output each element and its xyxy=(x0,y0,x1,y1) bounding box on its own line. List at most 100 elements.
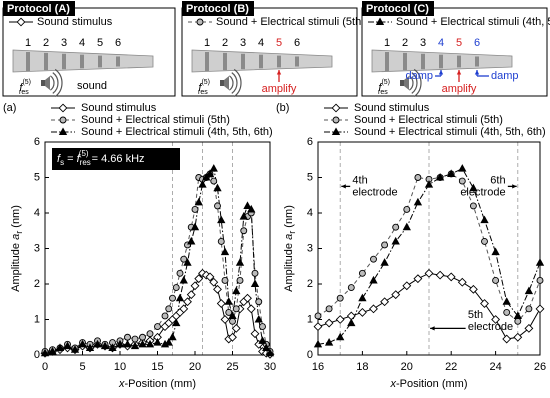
marker xyxy=(391,236,400,245)
x-tick-label: 10 xyxy=(114,361,126,373)
marker xyxy=(115,339,125,348)
protocol-tab xyxy=(362,1,434,16)
y-axis-var: a xyxy=(10,234,22,240)
marker xyxy=(332,116,340,124)
marker xyxy=(216,299,226,308)
electrode xyxy=(205,52,209,71)
marker xyxy=(165,305,173,313)
x-tick-label: 20 xyxy=(401,361,413,373)
marker xyxy=(347,284,355,291)
marker xyxy=(491,247,500,256)
marker xyxy=(229,317,236,325)
x-tick-label: 22 xyxy=(445,361,457,373)
marker xyxy=(414,174,422,181)
marker xyxy=(183,297,192,307)
y-axis-label: Amplitude ar (nm) xyxy=(283,205,297,292)
marker xyxy=(232,305,240,313)
marker xyxy=(250,329,260,339)
marker xyxy=(183,258,192,266)
y-tick-label: 4 xyxy=(307,207,313,219)
x-axis-text: -Position (mm) xyxy=(396,378,468,390)
marker xyxy=(228,332,237,342)
sound-wave xyxy=(49,75,55,91)
annotation-part: = 4.66 kHz xyxy=(89,153,145,165)
arrow-head xyxy=(438,70,444,75)
marker xyxy=(481,237,488,245)
marker xyxy=(236,277,244,284)
arrow-head xyxy=(276,70,282,75)
annotation-part: res xyxy=(80,158,91,167)
source-f: f xyxy=(378,82,382,94)
y-tick-label: 3 xyxy=(307,242,313,254)
marker xyxy=(214,202,221,210)
y-tick-label: 5 xyxy=(307,171,313,183)
y-tick-label: 0 xyxy=(307,349,313,361)
marker xyxy=(246,304,256,314)
source-sub: res xyxy=(198,89,208,96)
marker xyxy=(217,237,225,245)
marker xyxy=(205,272,215,282)
marker xyxy=(139,333,146,341)
marker xyxy=(424,180,434,188)
marker xyxy=(331,127,341,136)
electrode xyxy=(403,52,407,71)
annotation: 6th xyxy=(490,174,505,186)
arrow-head xyxy=(474,70,480,75)
electrode xyxy=(277,55,281,68)
x-tick-label: 18 xyxy=(356,361,368,373)
electrode xyxy=(259,54,263,69)
marker xyxy=(48,346,57,355)
annotation: electrode xyxy=(352,186,397,198)
y-tick-label: 2 xyxy=(34,278,40,290)
y-axis-unit: (nm) xyxy=(10,205,22,231)
annotation-part: s xyxy=(60,158,64,167)
electrode xyxy=(439,54,443,69)
speaker xyxy=(220,80,224,86)
source-label: f(5) res xyxy=(198,79,210,96)
marker xyxy=(262,343,271,351)
sound-wave xyxy=(54,68,63,98)
marker xyxy=(194,274,204,284)
annotation: 5th xyxy=(468,309,483,321)
marker xyxy=(313,339,323,348)
marker xyxy=(209,277,219,287)
y-axis-label: Amplitude ar (nm) xyxy=(10,205,24,292)
arrow-head xyxy=(341,184,346,189)
note: sound xyxy=(77,80,107,92)
marker xyxy=(40,348,50,357)
y-tick-label: 6 xyxy=(34,136,40,148)
marker xyxy=(513,311,522,319)
marker xyxy=(146,330,154,338)
marker xyxy=(336,332,345,341)
x-axis-var: x xyxy=(118,378,125,390)
electrode xyxy=(295,56,299,67)
marker xyxy=(58,127,68,136)
marker xyxy=(358,269,366,277)
marker xyxy=(175,293,185,302)
y-tick-label: 2 xyxy=(307,278,313,290)
speaker xyxy=(41,80,45,86)
marker xyxy=(228,311,237,319)
marker xyxy=(402,222,411,231)
marker xyxy=(172,318,181,327)
marker xyxy=(492,277,500,284)
marker xyxy=(369,275,378,284)
marker xyxy=(413,274,423,284)
protocol-title: Protocol (A) xyxy=(7,3,70,15)
marker xyxy=(55,343,65,351)
y-axis-unit: (nm) xyxy=(283,205,295,231)
electrode xyxy=(116,56,120,67)
marker xyxy=(145,339,155,348)
marker xyxy=(358,293,367,302)
marker xyxy=(468,284,478,294)
marker xyxy=(59,116,67,124)
marker xyxy=(220,247,230,256)
plot-frame xyxy=(317,141,541,356)
x-tick-label: 26 xyxy=(534,361,546,373)
sound-wave xyxy=(413,68,422,98)
source-label: f(5) res xyxy=(378,79,390,96)
plot-frame xyxy=(44,141,271,356)
marker xyxy=(314,312,322,320)
legend-label: Sound stimulus xyxy=(81,102,157,114)
